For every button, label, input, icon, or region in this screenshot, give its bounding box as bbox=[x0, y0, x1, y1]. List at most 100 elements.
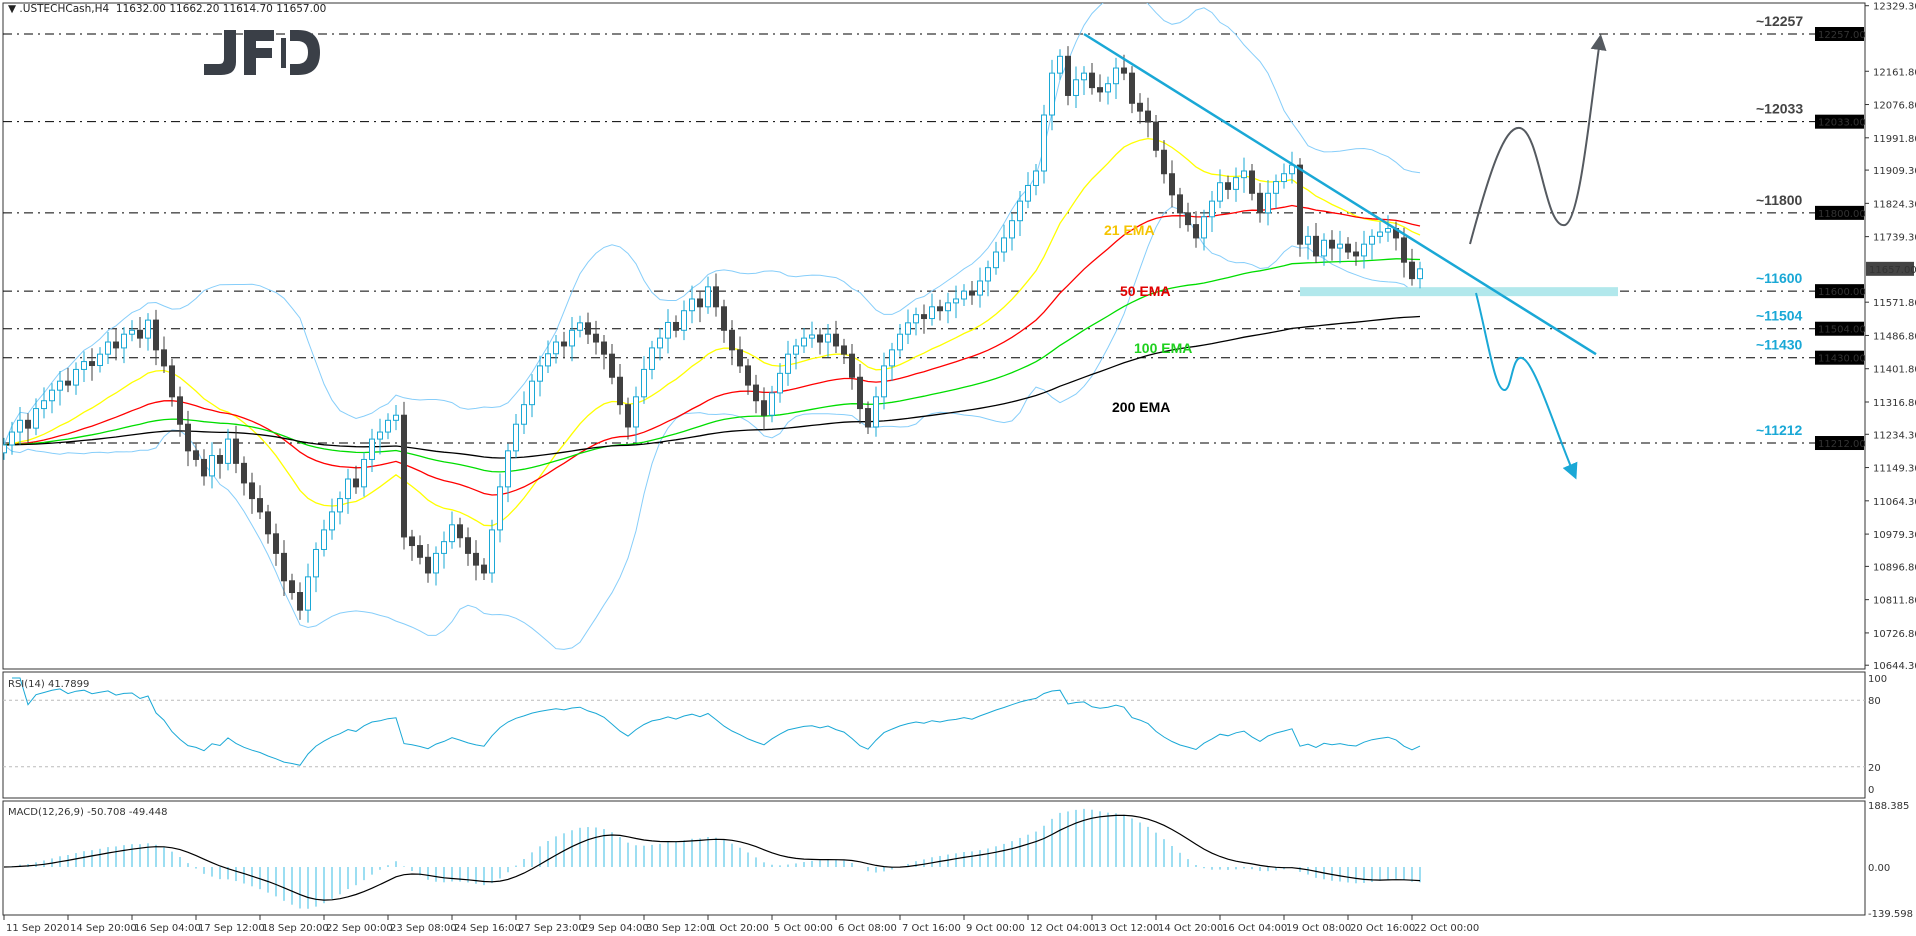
ema50-label: 50 EMA bbox=[1120, 283, 1171, 299]
triangle-down-icon[interactable]: ▼ bbox=[8, 3, 17, 15]
candle-bullish bbox=[9, 431, 15, 446]
level-price-tag-text: 11800.00 bbox=[1818, 209, 1866, 220]
candle-bearish bbox=[1401, 237, 1407, 263]
candle-bearish bbox=[1129, 72, 1135, 104]
candle-bullish bbox=[1001, 237, 1007, 253]
candle-bearish bbox=[185, 423, 191, 452]
time-tick-label: 23 Sep 08:00 bbox=[390, 923, 457, 934]
level-price-tag bbox=[1815, 284, 1864, 299]
support-zone bbox=[1300, 287, 1618, 297]
candle-bullish bbox=[1209, 200, 1215, 218]
current-price-tag bbox=[1866, 261, 1914, 276]
rsi-tick-label: 0 bbox=[1868, 785, 1874, 796]
candle-bearish bbox=[1065, 55, 1071, 96]
candle-bearish bbox=[249, 482, 255, 500]
symbol-label: .USTECHCash,H4 bbox=[19, 3, 110, 15]
candle-bullish bbox=[305, 576, 311, 611]
candle-bearish bbox=[417, 545, 423, 558]
candle-bullish bbox=[529, 380, 535, 406]
candle-bullish bbox=[1321, 239, 1327, 257]
candle-bullish bbox=[1073, 79, 1079, 96]
candle-bearish bbox=[1257, 192, 1263, 214]
candle-bullish bbox=[897, 333, 903, 351]
candle-bearish bbox=[745, 365, 751, 386]
bollinger-upper bbox=[3, 3, 1421, 446]
price-tick-label: 11316.80 bbox=[1873, 398, 1916, 409]
price-tick-label: 11486.80 bbox=[1873, 331, 1916, 342]
candle-bullish bbox=[569, 329, 575, 347]
price-tick-label: 11571.80 bbox=[1873, 298, 1916, 309]
candle-bullish bbox=[985, 267, 991, 282]
candle-bullish bbox=[689, 298, 695, 312]
candle-bullish bbox=[1049, 72, 1055, 116]
price-tick-label: 11739.30 bbox=[1873, 233, 1916, 244]
time-tick-label: 30 Sep 12:00 bbox=[646, 923, 713, 934]
candle-bullish bbox=[1033, 170, 1039, 186]
time-tick-label: 18 Sep 20:00 bbox=[262, 923, 329, 934]
candle-bullish bbox=[1305, 235, 1311, 245]
level-price-tag bbox=[1815, 321, 1864, 336]
candle-bullish bbox=[929, 306, 935, 320]
price-tick-label: 11064.30 bbox=[1873, 497, 1916, 508]
candle-bullish bbox=[649, 347, 655, 370]
time-tick-label: 22 Sep 00:00 bbox=[326, 923, 393, 934]
time-tick-label: 14 Oct 20:00 bbox=[1158, 923, 1223, 934]
time-tick-label: 9 Oct 00:00 bbox=[966, 923, 1025, 934]
candle-bullish bbox=[873, 396, 879, 428]
rsi-tick-label: 20 bbox=[1868, 763, 1881, 774]
rsi-panel bbox=[2, 671, 1866, 799]
candle-bullish bbox=[945, 302, 951, 312]
candle-bullish bbox=[393, 414, 399, 421]
candle-bullish bbox=[105, 341, 111, 355]
candle-bearish bbox=[169, 365, 175, 398]
price-tick-label: 11149.30 bbox=[1873, 464, 1916, 475]
candle-bearish bbox=[65, 380, 71, 386]
time-tick-label: 6 Oct 08:00 bbox=[838, 923, 897, 934]
price-tick-label: 12076.80 bbox=[1873, 101, 1916, 112]
rsi-label: RSI(14) 41.7899 bbox=[8, 679, 89, 690]
ema100-line bbox=[3, 258, 1421, 473]
candle-bullish bbox=[97, 353, 103, 367]
level-annotation: ~11600 bbox=[1756, 270, 1803, 286]
candle-bearish bbox=[233, 438, 239, 464]
candle-bullish bbox=[33, 408, 39, 429]
candle-bullish bbox=[129, 329, 135, 335]
level-price-tag-text: 11212.00 bbox=[1818, 439, 1866, 450]
candle-bearish bbox=[729, 329, 735, 351]
candle-bullish bbox=[681, 310, 687, 331]
candle-bearish bbox=[153, 319, 159, 351]
candle-bullish bbox=[537, 365, 543, 382]
candle-bullish bbox=[1417, 268, 1423, 280]
rsi-line bbox=[12, 677, 1421, 766]
candle-bullish bbox=[505, 450, 511, 488]
candle-bullish bbox=[1377, 231, 1383, 237]
candle-bullish bbox=[49, 389, 55, 402]
candle-bullish bbox=[497, 486, 503, 531]
candle-bullish bbox=[369, 438, 375, 460]
macd-tick-label: 0.00 bbox=[1868, 863, 1890, 874]
candle-bullish bbox=[769, 392, 775, 416]
candle-bearish bbox=[1137, 102, 1143, 112]
candle-bearish bbox=[1097, 87, 1103, 93]
candle-bullish bbox=[809, 334, 815, 339]
candle-bullish bbox=[337, 498, 343, 513]
candle-bearish bbox=[721, 306, 727, 331]
candle-bullish bbox=[3, 444, 7, 454]
candle-bearish bbox=[281, 552, 287, 582]
price-tick-label: 11234.30 bbox=[1873, 430, 1916, 441]
rsi-tick-label: 100 bbox=[1868, 674, 1887, 685]
macd-panel bbox=[2, 800, 1866, 916]
candle-bullish bbox=[913, 314, 919, 324]
candle-bearish bbox=[241, 462, 247, 484]
time-tick-label: 29 Sep 04:00 bbox=[582, 923, 649, 934]
candle-bullish bbox=[321, 529, 327, 550]
candle-bearish bbox=[713, 286, 719, 308]
price-tick-label: 11824.30 bbox=[1873, 199, 1916, 210]
candle-bullish bbox=[881, 365, 887, 398]
candle-bearish bbox=[561, 341, 567, 347]
candle-bullish bbox=[1017, 200, 1023, 222]
ema21-label: 21 EMA bbox=[1104, 222, 1155, 238]
candle-bearish bbox=[1161, 149, 1167, 175]
candle-bearish bbox=[257, 498, 263, 513]
